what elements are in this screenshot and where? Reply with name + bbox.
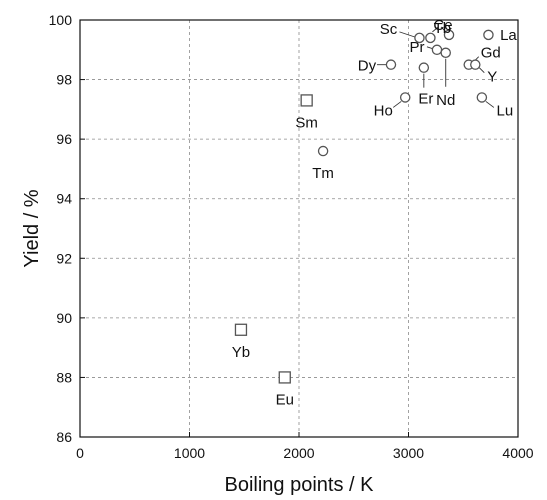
marker-sm: [300, 94, 313, 107]
label-tb: Tb: [434, 20, 452, 37]
marker-nd: [440, 47, 451, 59]
marker-eu: [278, 371, 291, 384]
y-tick-label: 88: [56, 369, 72, 385]
label-gd: Gd: [481, 45, 501, 62]
y-tick-label: 92: [56, 250, 72, 266]
leader-y: [478, 67, 485, 73]
leader-sc: [399, 31, 415, 38]
label-er: Er: [418, 91, 433, 108]
y-tick-label: 94: [56, 191, 72, 207]
x-tick-label: 1000: [174, 445, 205, 461]
label-ho: Ho: [374, 102, 393, 119]
y-axis-title: Yield / %: [21, 189, 43, 267]
leader-ce: [440, 26, 446, 32]
marker-y: [470, 59, 481, 70]
marker-ho: [399, 92, 411, 103]
x-tick-label: 2000: [283, 445, 314, 461]
marker-lu: [476, 92, 488, 103]
y-tick-label: 86: [56, 429, 72, 445]
x-tick-label: 3000: [393, 445, 424, 461]
data-markers: [234, 29, 494, 384]
leader-tb: [432, 26, 439, 33]
marker-sc: [414, 32, 425, 44]
x-tick-label: 0: [76, 445, 84, 461]
label-ce: Ce: [433, 17, 452, 34]
y-tick-label: 96: [56, 131, 72, 147]
label-sc: Sc: [380, 21, 398, 38]
marker-tm: [317, 145, 329, 157]
label-lu: Lu: [497, 102, 514, 119]
leader-ho: [392, 101, 402, 108]
x-axis-title: Boiling points / K: [225, 474, 375, 496]
x-tick-label: 4000: [502, 445, 533, 461]
label-dy: Dy: [358, 58, 377, 75]
label-la: La: [500, 27, 517, 44]
label-pr: Pr: [409, 39, 424, 56]
y-tick-labels: 86 88 90 92 94 96 98 100: [49, 12, 73, 445]
x-tick-labels: 0 1000 2000 3000 4000: [76, 445, 534, 461]
y-tick-label: 90: [56, 310, 72, 326]
label-sm: Sm: [295, 114, 318, 131]
marker-yb: [234, 323, 248, 336]
label-yb: Yb: [232, 344, 250, 361]
label-eu: Eu: [276, 391, 294, 408]
marker-er: [418, 62, 430, 73]
label-y: Y: [487, 69, 497, 86]
label-tm: Tm: [312, 165, 334, 182]
plot-frame: [79, 19, 519, 438]
marker-pr: [431, 44, 443, 56]
label-nd: Nd: [436, 92, 455, 109]
marker-dy: [385, 59, 397, 70]
leader-lu: [485, 101, 495, 108]
marker-ce: [443, 29, 455, 41]
marker-tb: [425, 32, 436, 44]
y-tick-label: 100: [49, 12, 73, 28]
y-tick-label: 98: [56, 72, 72, 88]
grid-lines: [80, 20, 518, 437]
marker-la: [483, 29, 494, 41]
